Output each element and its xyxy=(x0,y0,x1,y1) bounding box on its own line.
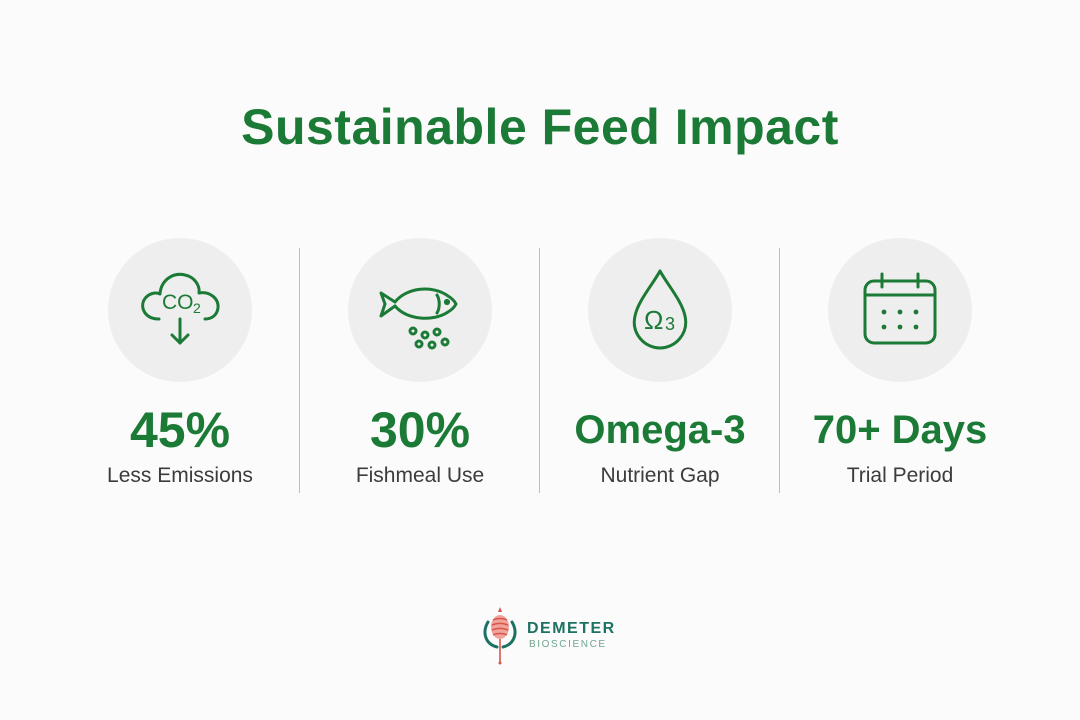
stats-row: CO 2 45% Less Emissions xyxy=(60,238,1020,498)
omega3-drop-icon: Ω 3 xyxy=(632,269,688,350)
stat-emissions: CO 2 45% Less Emissions xyxy=(60,238,300,498)
icon-circle xyxy=(828,238,972,382)
stat-trial-period: 70+ Days Trial Period xyxy=(780,238,1020,498)
svg-text:2: 2 xyxy=(193,300,201,316)
calendar-icon xyxy=(863,272,937,345)
demeter-logo: DEMETER BIOSCIENCE xyxy=(480,604,620,666)
fish-icon xyxy=(379,287,458,350)
svg-text:Ω: Ω xyxy=(644,305,663,335)
page-title: Sustainable Feed Impact xyxy=(241,99,839,155)
icon-circle: CO 2 xyxy=(108,238,252,382)
logo-subtitle: BIOSCIENCE xyxy=(529,639,607,650)
stat-omega3: Ω 3 Omega-3 Nutrient Gap xyxy=(540,238,780,498)
co2-cloud-icon: CO 2 xyxy=(141,272,220,345)
divider xyxy=(779,248,780,493)
stat-label: Less Emissions xyxy=(107,464,253,487)
divider xyxy=(539,248,540,493)
icon-circle: Ω 3 xyxy=(588,238,732,382)
svg-text:CO: CO xyxy=(162,291,194,314)
svg-text:3: 3 xyxy=(665,314,675,334)
stat-label: Nutrient Gap xyxy=(600,464,720,487)
logo-name: DEMETER xyxy=(527,620,616,637)
divider xyxy=(299,248,300,493)
demeter-logo-icon xyxy=(483,607,517,665)
stat-value: 30% xyxy=(369,402,471,458)
icon-circle xyxy=(348,238,492,382)
stat-value: Omega-3 xyxy=(574,408,746,452)
stat-label: Fishmeal Use xyxy=(355,464,485,487)
stat-value: 70+ Days xyxy=(812,408,988,452)
stat-fishmeal: 30% Fishmeal Use xyxy=(300,238,540,498)
stat-value: 45% xyxy=(129,402,231,458)
stat-label: Trial Period xyxy=(846,464,954,487)
